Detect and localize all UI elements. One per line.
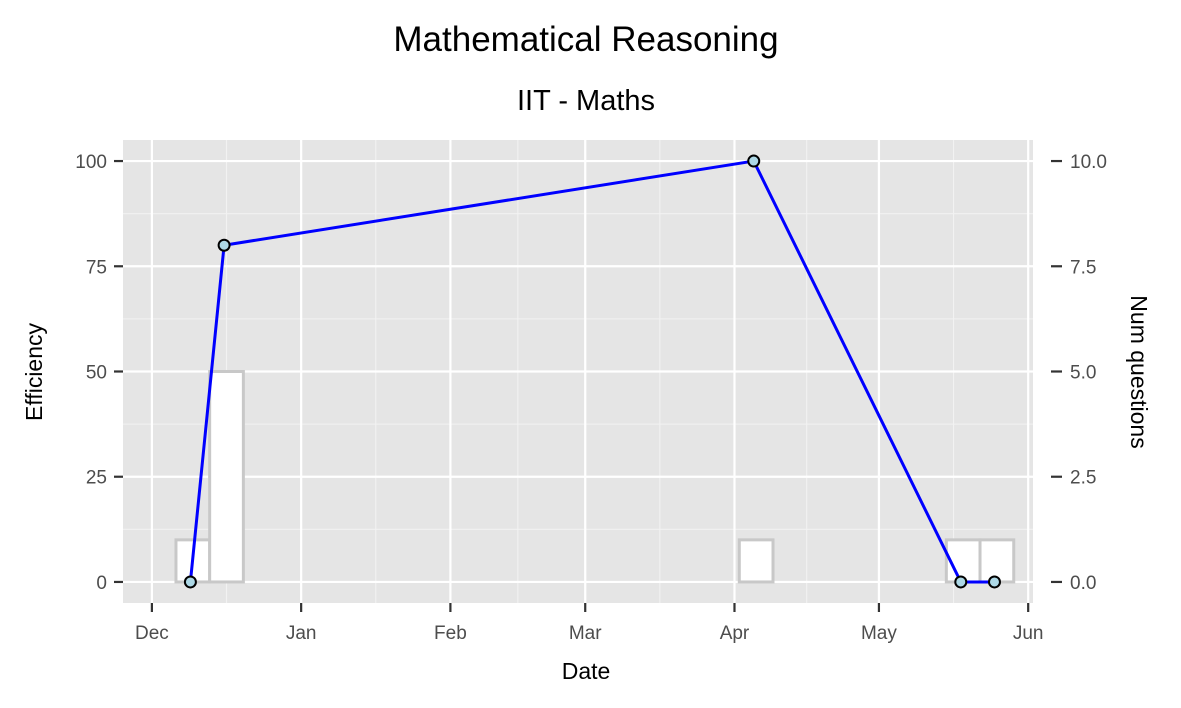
y-tick-label: 50 xyxy=(86,363,107,384)
y-tick-label: 75 xyxy=(86,257,107,278)
question-count-bar xyxy=(737,538,775,584)
question-count-bar xyxy=(978,538,1016,584)
x-tick-label: Mar xyxy=(569,623,602,644)
x-tick-label: Jun xyxy=(1013,623,1044,644)
grid-major xyxy=(123,140,1033,603)
y2-axis-title: Num questions xyxy=(1126,295,1152,448)
y-axis-title: Efficiency xyxy=(21,322,47,421)
y-tick-label: 100 xyxy=(75,152,107,173)
efficiency-point xyxy=(747,154,761,168)
chart-subtitle: IIT - Maths xyxy=(517,85,655,117)
y2-tick-label: 10.0 xyxy=(1070,152,1107,173)
efficiency-point xyxy=(217,238,231,252)
efficiency-point xyxy=(954,575,968,589)
y2-tick-label: 5.0 xyxy=(1070,363,1096,384)
y2-tick-label: 7.5 xyxy=(1070,257,1096,278)
efficiency-point xyxy=(183,575,197,589)
efficiency-series xyxy=(183,154,1001,589)
y2-tick-label: 2.5 xyxy=(1070,468,1096,489)
x-axis-title: Date xyxy=(562,658,611,684)
chart-title: Mathematical Reasoning xyxy=(393,20,778,59)
x-tick-label: Jan xyxy=(286,623,317,644)
x-tick-label: May xyxy=(861,623,897,644)
x-tick-label: Dec xyxy=(135,623,169,644)
question-count-bar xyxy=(208,370,245,584)
y-tick-label: 25 xyxy=(86,468,107,489)
y2-tick-label: 0.0 xyxy=(1070,573,1096,594)
y-tick-label: 0 xyxy=(96,573,107,594)
y-axis-right: 0.0 2.5 5.0 7.5 10.0 xyxy=(1051,152,1107,594)
x-axis: Dec Jan Feb Mar Apr May Jun xyxy=(135,603,1044,644)
efficiency-point xyxy=(987,575,1001,589)
y-axis-left: 0 25 50 75 100 xyxy=(75,152,123,594)
x-tick-label: Feb xyxy=(434,623,467,644)
x-tick-label: Apr xyxy=(720,623,750,644)
